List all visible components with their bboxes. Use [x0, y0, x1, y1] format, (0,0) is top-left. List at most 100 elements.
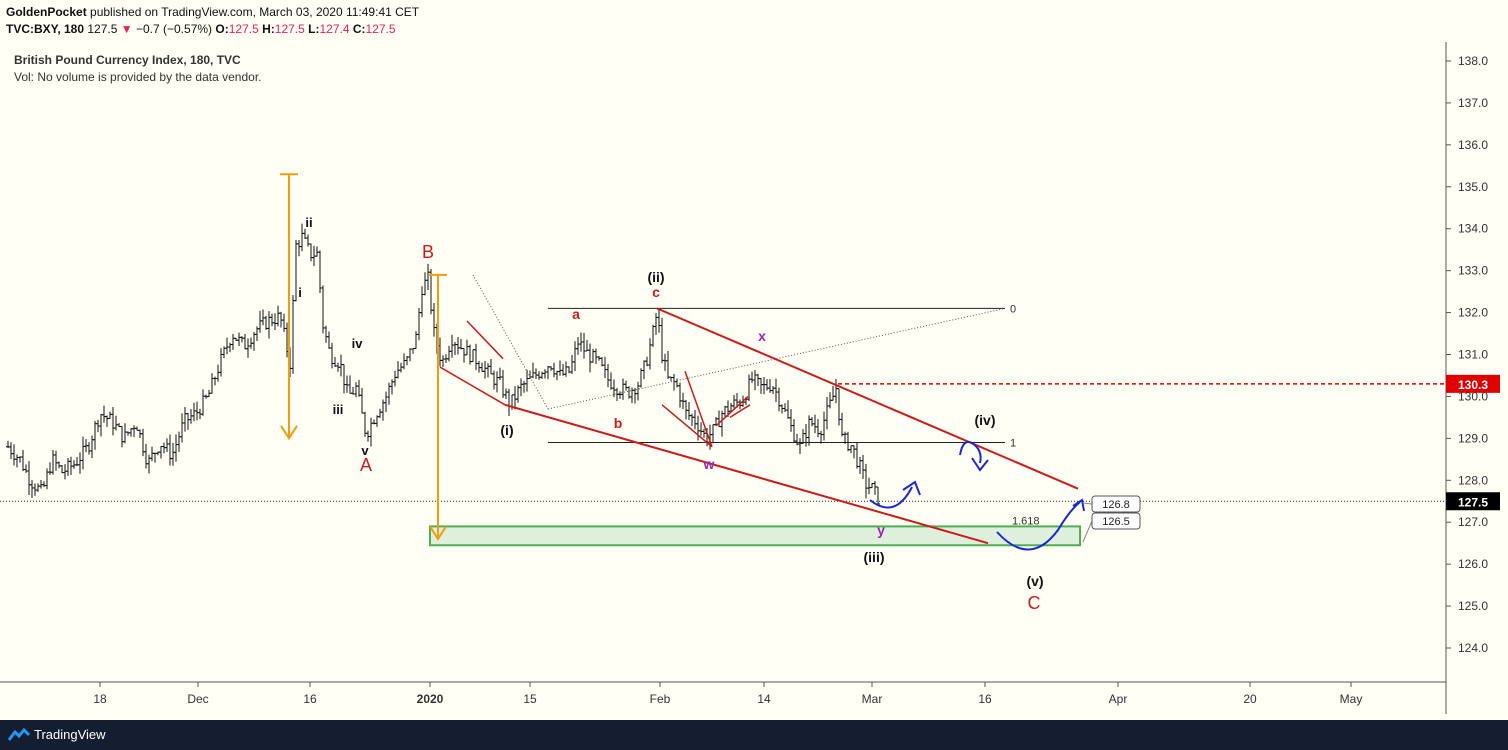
- callout-leader: [1082, 520, 1093, 543]
- time-axis[interactable]: 18 Dec 16 2020 15 Feb 14 Mar 16 Apr 20 May: [93, 682, 1362, 706]
- measured-move-arrow: [429, 525, 447, 541]
- wave-channel-line: [656, 307, 1079, 490]
- price-tick-label: 126.0: [1458, 557, 1488, 571]
- symbol-info: British Pound Currency Index, 180, TVC V…: [14, 52, 261, 86]
- chart-header: GoldenPocket published on TradingView.co…: [6, 4, 419, 38]
- target-zone: [429, 525, 1081, 547]
- fib-level-label: 1: [1010, 438, 1016, 450]
- price-callout-box: [1091, 495, 1141, 513]
- open-value: 127.5: [228, 22, 259, 36]
- projection-arrow: [959, 440, 982, 464]
- wave-label-v: v: [361, 443, 369, 458]
- close-label: C:: [352, 22, 366, 36]
- price-tick-label: 136.0: [1458, 138, 1488, 152]
- wave-label-B: B: [422, 242, 434, 262]
- wave-label-paren-ii: (ii): [647, 269, 664, 285]
- projection-arrowhead: [902, 480, 921, 496]
- price-tick-label: 137.0: [1458, 96, 1488, 110]
- price-tick-label: 128.0: [1458, 473, 1488, 487]
- time-tick-label: May: [1340, 692, 1363, 706]
- level-price-label: 130.3: [1458, 378, 1488, 392]
- price-tick-label: 135.0: [1458, 180, 1488, 194]
- publish-info: published on TradingView.com, March 03, …: [90, 5, 420, 19]
- price-tick-label: 134.0: [1458, 222, 1488, 236]
- price-tick-label: 131.0: [1458, 348, 1488, 362]
- wave-channel-line: [715, 395, 749, 427]
- low-label: L:: [308, 22, 320, 36]
- symbol-label[interactable]: TVC:BXY, 180: [6, 22, 85, 36]
- projection-arrowhead: [971, 457, 989, 472]
- wave-label-paren-i: (i): [500, 422, 513, 438]
- price-change: −0.7 (−0.57%): [135, 22, 213, 36]
- measured-move-arrow: [280, 425, 298, 441]
- wave-label-iii: iii: [333, 402, 344, 417]
- price-tick-label: 130.0: [1458, 389, 1488, 403]
- current-price-label: 127.5: [1458, 495, 1488, 509]
- current-price-tag: [1446, 492, 1500, 511]
- price-axis[interactable]: 124.0 125.0 126.0 127.0 128.0 129.0 130.0 131.0…: [1446, 54, 1488, 655]
- footer-bar: TradingView: [0, 720, 1508, 750]
- high-value: 127.5: [274, 22, 305, 36]
- close-value: 127.5: [365, 22, 396, 36]
- time-tick-label: 16: [303, 692, 317, 706]
- price-callout-box: [1091, 512, 1141, 530]
- low-value: 127.4: [319, 22, 350, 36]
- price-chart[interactable]: 124.0 125.0 126.0 127.0 128.0 129.0 130.0 131.0…: [0, 0, 1508, 720]
- time-tick-label: Apr: [1109, 692, 1128, 706]
- down-arrow-icon: ▼: [120, 22, 133, 36]
- author-name[interactable]: GoldenPocket: [6, 5, 87, 19]
- wave-channel-line: [661, 404, 713, 448]
- projection-arrow: [869, 486, 913, 509]
- wave-label-C: C: [1028, 593, 1041, 613]
- price-tick-label: 125.0: [1458, 599, 1488, 613]
- wave-label-x: x: [758, 328, 766, 344]
- plot-area[interactable]: [0, 0, 1446, 682]
- price-tick-label: 124.0: [1458, 641, 1488, 655]
- price-callout-label: 126.5: [1102, 516, 1130, 528]
- wave-label-iv: iv: [352, 336, 364, 351]
- projection-arrow: [996, 501, 1081, 551]
- volume-note: Vol: No volume is provided by the data v…: [14, 70, 262, 84]
- wave-label-c: c: [652, 284, 660, 300]
- price-tick-label: 132.0: [1458, 306, 1488, 320]
- wave-label-A: A: [360, 455, 372, 475]
- time-tick-label: 15: [523, 692, 537, 706]
- time-tick-label: 14: [757, 692, 771, 706]
- callout-leader: [1082, 502, 1093, 505]
- wave-channel-line: [504, 403, 989, 545]
- price-tick-label: 133.0: [1458, 264, 1488, 278]
- time-tick-label: Mar: [862, 692, 883, 706]
- tradingview-logo-icon[interactable]: [8, 728, 30, 742]
- wave-label-ii: ii: [305, 215, 312, 230]
- fib-level-label: 0: [1010, 303, 1016, 315]
- wave-label-a: a: [572, 306, 580, 322]
- footer-brand[interactable]: TradingView: [34, 727, 106, 742]
- projection-arrowhead: [1072, 498, 1085, 512]
- wave-channel-line: [439, 366, 506, 406]
- time-tick-label: 18: [93, 692, 107, 706]
- time-tick-label: Dec: [187, 692, 208, 706]
- level-price-tag: [1446, 374, 1500, 393]
- wave-channel-line: [729, 404, 751, 419]
- price-bars: [6, 223, 880, 506]
- wave-label-paren-v: (v): [1026, 573, 1043, 589]
- wave-label-paren-iv: (iv): [975, 412, 996, 428]
- wave-channel-line: [684, 371, 713, 447]
- price-tick-label: 127.0: [1458, 515, 1488, 529]
- high-label: H:: [262, 22, 275, 36]
- price-callout-label: 126.8: [1102, 499, 1130, 511]
- symbol-title: British Pound Currency Index, 180, TVC: [14, 53, 241, 67]
- wave-channel-line: [466, 320, 504, 360]
- fib-level-label: 1.618: [1012, 515, 1040, 527]
- time-tick-label: Feb: [650, 692, 671, 706]
- wave-label-w: w: [703, 456, 715, 472]
- time-tick-label: 20: [1243, 692, 1257, 706]
- open-label: O:: [215, 22, 229, 36]
- price-tick-label: 129.0: [1458, 431, 1488, 445]
- time-tick-label: 2020: [417, 692, 444, 706]
- wave-label-paren-iii: (iii): [864, 549, 885, 565]
- last-price: 127.5: [87, 22, 118, 36]
- chart-drawings: 0 1 1.618 126.8 126.5 130.3 127.5: [0, 173, 1500, 551]
- wave-label-y: y: [877, 522, 885, 538]
